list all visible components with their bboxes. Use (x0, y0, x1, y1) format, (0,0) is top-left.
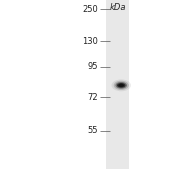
Text: 95: 95 (88, 62, 98, 71)
Text: 130: 130 (82, 37, 98, 46)
Ellipse shape (114, 81, 129, 90)
Ellipse shape (118, 84, 124, 87)
Ellipse shape (117, 83, 125, 88)
Text: 55: 55 (88, 126, 98, 136)
Text: 72: 72 (88, 93, 98, 102)
Text: 250: 250 (82, 5, 98, 14)
Text: kDa: kDa (110, 3, 126, 12)
Ellipse shape (116, 82, 127, 89)
Bar (106, 0, 129, 169)
Ellipse shape (112, 79, 131, 91)
